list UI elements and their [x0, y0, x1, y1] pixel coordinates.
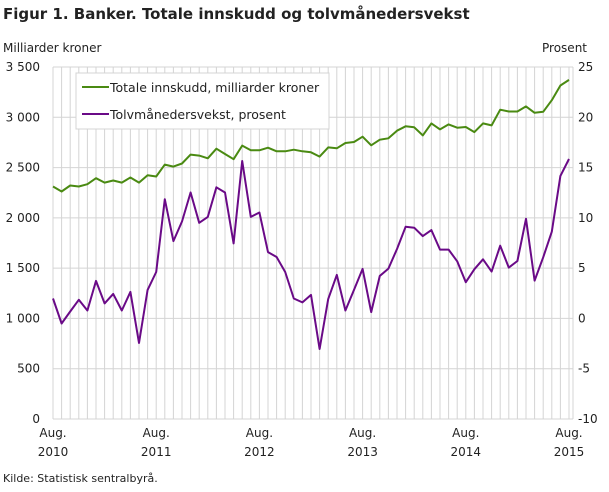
- right-tick-label: 25: [578, 60, 593, 74]
- right-tick-label: -5: [578, 362, 590, 376]
- left-tick-label: 0: [32, 412, 40, 426]
- right-tick-label: 0: [578, 311, 586, 325]
- right-tick-label: 5: [578, 261, 586, 275]
- right-tick-label: -10: [578, 412, 598, 426]
- x-tick-year: 2010: [38, 445, 69, 459]
- left-tick-label: 500: [17, 362, 40, 376]
- left-tick-label: 2 000: [6, 211, 40, 225]
- x-tick-month: Aug.: [143, 426, 170, 440]
- left-tick-label: 3 500: [6, 60, 40, 74]
- legend-label-growth: Tolvmånedersvekst, prosent: [109, 107, 286, 122]
- x-tick-month: Aug.: [349, 426, 376, 440]
- left-tick-label: 3 000: [6, 110, 40, 124]
- left-tick-label: 2 500: [6, 161, 40, 175]
- right-axis-label: Prosent: [542, 41, 587, 55]
- legend-label-deposits: Totale innskudd, milliarder kroner: [109, 80, 320, 95]
- right-tick-label: 10: [578, 211, 593, 225]
- x-tick-month: Aug.: [39, 426, 66, 440]
- x-tick-year: 2011: [141, 445, 172, 459]
- x-tick-month: Aug.: [452, 426, 479, 440]
- x-tick-year: 2015: [554, 445, 585, 459]
- left-tick-label: 1 500: [6, 261, 40, 275]
- right-tick-label: 20: [578, 110, 593, 124]
- chart-title: Figur 1. Banker. Totale innskudd og tolv…: [3, 5, 470, 23]
- legend: Totale innskudd, milliarder kroner Tolvm…: [76, 73, 329, 129]
- left-axis-label: Milliarder kroner: [3, 41, 101, 55]
- x-tick-month: Aug.: [555, 426, 582, 440]
- x-tick-year: 2012: [244, 445, 275, 459]
- x-tick-month: Aug.: [246, 426, 273, 440]
- x-tick-year: 2014: [451, 445, 482, 459]
- right-tick-label: 15: [578, 161, 593, 175]
- source-note: Kilde: Statistisk sentralbyrå.: [3, 472, 158, 485]
- x-tick-year: 2013: [347, 445, 378, 459]
- left-tick-label: 1 000: [6, 311, 40, 325]
